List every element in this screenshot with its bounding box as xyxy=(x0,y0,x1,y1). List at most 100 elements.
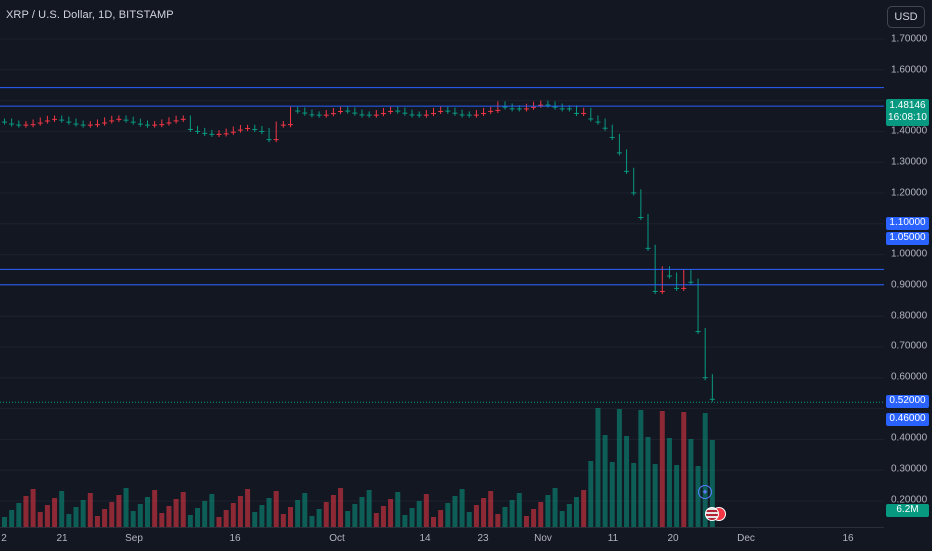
candle-body xyxy=(223,133,229,135)
candle-body xyxy=(574,112,579,114)
volume-bar xyxy=(316,509,322,527)
volume-bar xyxy=(309,516,315,527)
candlestick-chart[interactable] xyxy=(0,0,884,527)
volume-bar xyxy=(645,437,651,527)
candle-body xyxy=(23,124,29,126)
volume-bar xyxy=(681,412,687,527)
volume-bar xyxy=(588,461,594,527)
volume-bar xyxy=(237,496,243,527)
candle-body xyxy=(16,124,22,126)
volume-bar xyxy=(173,499,179,527)
candle-body xyxy=(659,290,665,292)
candle-body xyxy=(531,106,537,108)
candle-body xyxy=(9,123,15,125)
candle-body xyxy=(302,112,308,114)
price-tick: 0.60000 xyxy=(891,371,928,383)
volume-bar xyxy=(431,517,436,527)
volume-bar xyxy=(223,510,229,527)
volume-bar xyxy=(538,502,544,527)
chart-area[interactable]: XRP / U.S. Dollar, 1D, BITSTAMP ✦ xyxy=(0,0,884,527)
candle-body xyxy=(345,110,351,112)
volume-bar xyxy=(438,510,444,527)
price-tick: 1.00000 xyxy=(891,248,928,260)
price-axis[interactable]: 1.70000 1.60000 1.40000 1.30000 1.20000 … xyxy=(884,0,932,527)
volume-bar xyxy=(37,512,43,527)
time-tick: 16 xyxy=(842,533,854,544)
time-axis[interactable]: 2 21 Sep 16 Oct 14 23 Nov 11 20 Dec 16 xyxy=(0,527,884,551)
candle-body xyxy=(102,122,108,124)
volume-bar xyxy=(145,497,150,527)
candle-body xyxy=(295,110,301,112)
volume-bar xyxy=(481,498,487,527)
candle-body xyxy=(566,108,572,110)
volume-bar xyxy=(180,492,186,527)
volume-bar xyxy=(416,501,422,527)
candle-body xyxy=(180,118,186,120)
price-tick: 0.40000 xyxy=(891,432,928,444)
candle-body xyxy=(259,131,265,133)
candle-body xyxy=(330,113,336,115)
volume-bar xyxy=(73,507,79,527)
time-tick: 11 xyxy=(607,533,619,544)
volume-bar xyxy=(631,463,637,527)
candle-body xyxy=(80,124,86,126)
price-tick: 0.70000 xyxy=(891,340,928,352)
volume-bar xyxy=(230,503,236,527)
volume-bar xyxy=(509,500,515,527)
symbol-title: XRP / U.S. Dollar, 1D, BITSTAMP xyxy=(6,9,174,21)
candle-body xyxy=(445,110,451,112)
volume-bar xyxy=(559,511,565,527)
us-flag-icon[interactable] xyxy=(705,507,719,521)
rocket-icon[interactable]: ✦ xyxy=(698,485,712,499)
candle-body xyxy=(216,133,222,135)
candle-body xyxy=(130,121,136,123)
volume-bar xyxy=(666,438,672,527)
volume-bar xyxy=(638,410,644,527)
candle-body xyxy=(380,113,386,115)
volume-bar xyxy=(366,490,372,527)
time-tick: Sep xyxy=(125,533,143,544)
volume-bar xyxy=(345,511,351,527)
volume-bar xyxy=(87,493,93,527)
candle-body xyxy=(702,377,708,379)
volume-bar xyxy=(159,513,165,527)
candle-body xyxy=(166,122,172,124)
volume-bar xyxy=(445,503,451,527)
volume-bar xyxy=(116,495,122,527)
candle-body xyxy=(323,114,329,116)
volume-bar xyxy=(16,503,22,527)
candle-body xyxy=(416,114,422,116)
candle-body xyxy=(709,398,715,400)
bar-countdown: 16:08:10 xyxy=(888,112,927,123)
volume-bar xyxy=(652,464,658,527)
candle-body xyxy=(402,112,408,114)
price-tick: 1.60000 xyxy=(891,64,928,76)
candle-body xyxy=(552,106,558,108)
candle-body xyxy=(624,170,630,172)
time-tick: Nov xyxy=(534,533,552,544)
volume-bar xyxy=(388,499,394,527)
currency-button[interactable]: USD xyxy=(887,6,925,28)
volume-bar xyxy=(595,408,601,527)
time-tick: 21 xyxy=(56,533,68,544)
volume-bar xyxy=(94,516,100,527)
volume-bar xyxy=(552,488,558,527)
volume-bar xyxy=(266,498,272,527)
candle-body xyxy=(409,114,415,116)
volume-bar xyxy=(516,493,522,527)
candle-body xyxy=(159,124,165,126)
candle-body xyxy=(209,133,215,135)
candle-body xyxy=(423,114,429,116)
current-price-value: 1.48146 xyxy=(889,100,926,111)
volume-bar xyxy=(330,495,336,527)
candle-body xyxy=(616,152,622,154)
candle-body xyxy=(137,123,143,125)
volume-bar xyxy=(423,494,429,527)
volume-bar xyxy=(137,504,143,527)
level-tag: 0.52000 xyxy=(886,395,929,408)
volume-bar xyxy=(23,496,29,527)
volume-bar xyxy=(323,502,329,527)
price-tick: 1.70000 xyxy=(891,33,928,45)
candle-body xyxy=(559,108,565,110)
volume-bar xyxy=(102,509,108,527)
